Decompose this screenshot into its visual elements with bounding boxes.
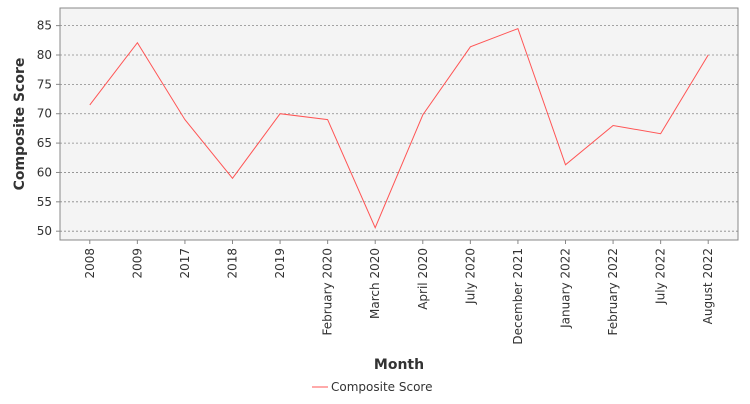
legend-label: Composite Score	[331, 380, 432, 394]
x-tick-label: December 2021	[511, 248, 525, 345]
x-tick-label: August 2022	[701, 248, 715, 324]
plot-area	[60, 8, 738, 240]
y-axis-title: Composite Score	[12, 58, 28, 191]
y-tick-label: 65	[37, 136, 52, 150]
x-tick-label: March 2020	[368, 248, 382, 319]
x-tick-label: 2008	[83, 248, 97, 279]
y-tick-label: 55	[37, 195, 52, 209]
x-tick-label: February 2020	[321, 248, 335, 336]
x-tick-label: 2017	[178, 248, 192, 279]
x-tick-label: 2018	[226, 248, 240, 279]
y-tick-label: 75	[37, 77, 52, 91]
x-tick-label: April 2020	[416, 248, 430, 310]
x-tick-label: July 2022	[654, 248, 668, 305]
legend: Composite Score	[312, 380, 432, 394]
x-tick-label: January 2022	[559, 248, 573, 329]
y-tick-label: 60	[37, 165, 52, 179]
x-axis-title: Month	[374, 357, 424, 373]
x-tick-label: 2019	[273, 248, 287, 279]
y-tick-label: 80	[37, 48, 52, 62]
x-tick-label: July 2020	[463, 248, 477, 305]
y-tick-label: 70	[37, 107, 52, 121]
y-tick-label: 85	[37, 19, 52, 33]
x-tick-label: 2009	[130, 248, 144, 279]
x-axis-ticks: 2008 2009 2017 2018 2019 February 2020 March 2…	[83, 240, 715, 345]
x-tick-label: February 2022	[606, 248, 620, 336]
y-axis-ticks: 50 55 60 65 70 75 80 85	[37, 19, 60, 239]
y-tick-label: 50	[37, 224, 52, 238]
